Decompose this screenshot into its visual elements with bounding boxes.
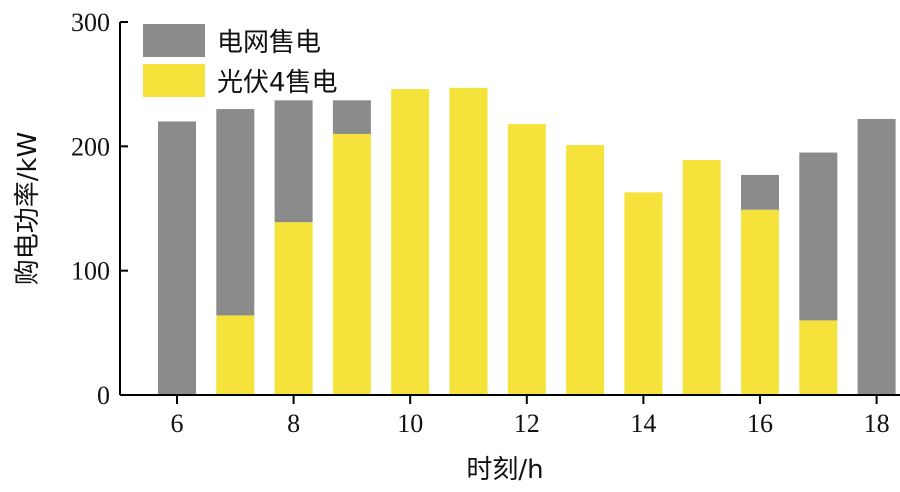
bar-series1-x6 [158,121,196,395]
y-tick-label-0: 0 [97,381,110,410]
x-tick-label-10: 10 [397,409,423,438]
x-tick-label-16: 16 [747,409,773,438]
y-tick-label-100: 100 [71,257,110,286]
bars-group [158,87,896,395]
bar-series0-x16 [741,209,779,395]
bar-series0-x8 [274,222,313,395]
legend-swatch-1 [143,64,205,97]
bar-series0-x9 [332,133,371,395]
y-ticks-group: 0 100 200 300 [71,8,128,410]
axes-group [119,22,900,396]
bar-series0-x11 [449,87,488,395]
bar-series0-x7 [216,315,255,395]
y-axis-title: 购电功率/kW [13,132,43,286]
legend-swatch-0 [143,24,205,57]
x-axis-title: 时刻/h [466,455,543,485]
x-ticks-group: 6 8 10 12 14 16 18 [171,395,890,438]
x-tick-label-18: 18 [864,409,890,438]
bar-series0-x13 [566,145,605,395]
y-tick-label-300: 300 [71,8,110,37]
bar-series0-x12 [507,123,546,395]
legend-label-1: 光伏4售电 [217,68,338,98]
legend-label-0: 电网售电 [217,28,321,58]
bar-series1-x18 [857,118,896,395]
y-tick-label-200: 200 [71,132,110,161]
bar-series1-x7 [216,109,255,316]
bar-series1-x17 [799,152,838,321]
x-tick-label-14: 14 [630,409,656,438]
x-tick-label-6: 6 [171,409,184,438]
bar-series0-x17 [799,320,838,395]
bar-series0-x15 [682,160,721,395]
bar-series1-x9 [332,100,371,134]
x-tick-label-8: 8 [287,409,300,438]
bar-series0-x14 [624,192,663,395]
bar-series0-x10 [391,89,430,395]
x-tick-label-12: 12 [514,409,540,438]
bar-series1-x8 [274,100,313,223]
bar-series1-x16 [741,174,779,210]
